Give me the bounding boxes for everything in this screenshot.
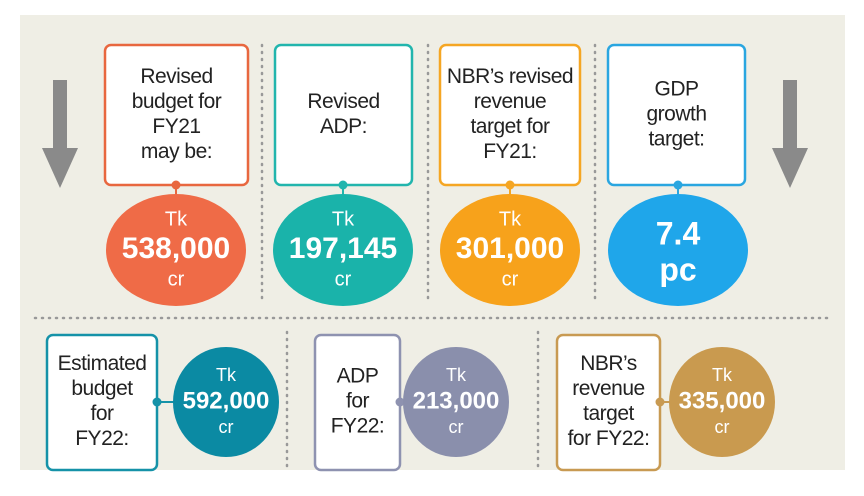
value-badge — [403, 347, 509, 457]
label-line: ADP: — [320, 115, 367, 138]
separators — [33, 43, 832, 472]
label-line: FY21: — [483, 140, 537, 163]
unit: cr — [502, 268, 519, 290]
label-line: Revised — [307, 90, 379, 113]
value: 592,000 — [183, 387, 270, 414]
label-line: GDP — [654, 78, 698, 101]
arrows — [42, 80, 808, 188]
label-line: revenue — [572, 377, 644, 400]
prefix: Tk — [499, 208, 522, 230]
value: 538,000 — [122, 232, 230, 265]
value: 197,145 — [289, 232, 397, 265]
connector-dot — [152, 397, 162, 407]
arrow-shaft — [783, 80, 797, 150]
label-line: Revised — [140, 65, 212, 88]
connector-dot — [655, 397, 665, 407]
label-line: NBR’s — [580, 352, 637, 375]
unit: cr — [335, 268, 352, 290]
prefix: Tk — [446, 365, 467, 385]
label-line: for FY22: — [568, 427, 650, 450]
connector-dot — [171, 180, 181, 190]
label-line: Estimated — [58, 352, 147, 375]
label-line: NBR’s revised — [447, 65, 573, 88]
value: 301,000 — [456, 232, 564, 265]
value-badge — [608, 194, 748, 306]
label-line: FY21 — [152, 115, 200, 138]
value-badge — [173, 347, 279, 457]
prefix: Tk — [216, 365, 237, 385]
label-line: budget for — [132, 90, 222, 113]
connector-dot — [673, 180, 683, 190]
unit: cr — [715, 417, 730, 437]
label-line: target: — [648, 128, 704, 151]
connector-dot — [338, 180, 348, 190]
prefix: Tk — [332, 208, 355, 230]
label-line: FY22: — [331, 415, 385, 438]
value: 213,000 — [413, 387, 500, 414]
unit: pc — [659, 251, 696, 287]
label-line: target for — [470, 115, 550, 138]
prefix: Tk — [165, 208, 188, 230]
arrow-shaft — [53, 80, 67, 150]
connector-dot — [505, 180, 515, 190]
connector-dot — [395, 397, 405, 407]
label-line: revenue — [474, 90, 546, 113]
label-line: budget — [71, 377, 133, 400]
label-line: target — [583, 402, 634, 425]
label-line: for — [90, 402, 114, 425]
label-line: may be: — [141, 140, 212, 163]
prefix: Tk — [712, 365, 733, 385]
value-badge — [273, 194, 413, 306]
label-line: FY22: — [75, 427, 129, 450]
value-badge — [106, 194, 246, 306]
value: 335,000 — [679, 387, 766, 414]
arrow-head — [772, 148, 808, 188]
value-badge — [440, 194, 580, 306]
label-line: growth — [646, 103, 706, 126]
value-badge — [669, 347, 775, 457]
unit: cr — [449, 417, 464, 437]
label-line: ADP — [337, 365, 379, 388]
arrow-head — [42, 148, 78, 188]
unit: cr — [219, 417, 234, 437]
unit: cr — [168, 268, 185, 290]
value: 7.4 — [656, 215, 701, 251]
label-line: for — [346, 390, 370, 413]
